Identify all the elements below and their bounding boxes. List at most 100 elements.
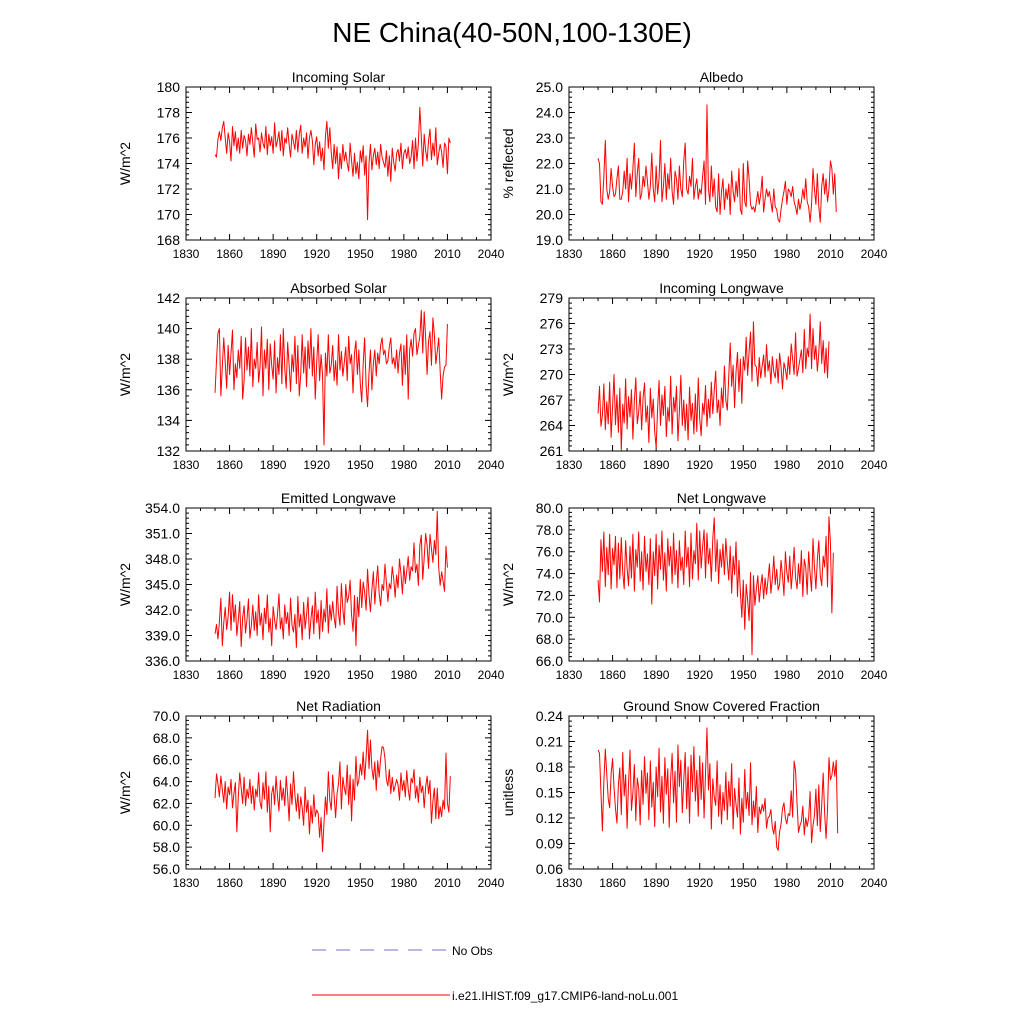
x-tick-label: 2010 <box>817 247 844 261</box>
x-tick-label: 2040 <box>478 247 505 261</box>
panel-title: Absorbed Solar <box>290 280 387 296</box>
series-line <box>214 106 451 221</box>
panel-net-longwave: Net Longwave 1830 1860 1890 1920 1950 1980 2010… <box>500 490 888 682</box>
y-axis-label: W/m^2 <box>500 353 516 396</box>
x-tick-label: 1830 <box>556 247 583 261</box>
x-tick-label: 1860 <box>599 458 626 472</box>
panel-title: Emitted Longwave <box>281 490 396 506</box>
y-axis-label: W/m^2 <box>117 563 133 606</box>
y-tick-label: 136 <box>157 382 181 398</box>
y-tick-label: 21.0 <box>536 181 563 197</box>
y-tick-label: 0.24 <box>536 708 563 724</box>
y-axis-label: % reflected <box>500 128 516 198</box>
x-tick-label: 1950 <box>730 668 757 682</box>
plot-frame <box>185 86 492 241</box>
y-tick-label: 70.0 <box>536 609 563 625</box>
y-tick-label: 68.0 <box>153 730 180 746</box>
y-tick-label: 0.15 <box>536 785 563 801</box>
y-tick-label: 178 <box>157 105 181 121</box>
y-tick-label: 80.0 <box>536 500 563 516</box>
y-axis-label: unitless <box>500 769 516 816</box>
x-tick-label: 1830 <box>173 668 200 682</box>
y-tick-label: 267 <box>540 392 564 408</box>
series-line <box>597 313 830 451</box>
x-tick-label: 1890 <box>260 876 287 890</box>
y-tick-label: 56.0 <box>153 861 180 877</box>
y-tick-label: 170 <box>157 207 181 223</box>
x-tick-label: 1950 <box>730 458 757 472</box>
y-tick-label: 66.0 <box>153 752 180 768</box>
x-tick-label: 2040 <box>861 876 888 890</box>
plot-frame <box>568 86 875 241</box>
y-tick-label: 351.0 <box>145 526 180 542</box>
y-tick-label: 261 <box>540 443 564 459</box>
legend-label-model-run: i.e21.IHIST.f09_g17.CMIP6-land-noLu.001 <box>452 989 678 1003</box>
panel-title: Incoming Longwave <box>659 280 784 296</box>
y-axis-label: W/m^2 <box>117 353 133 396</box>
y-tick-label: 138 <box>157 351 181 367</box>
x-tick-label: 1920 <box>303 876 330 890</box>
y-tick-label: 68.0 <box>536 631 563 647</box>
x-tick-label: 1920 <box>303 458 330 472</box>
y-tick-label: 62.0 <box>153 795 180 811</box>
x-tick-label: 1830 <box>556 876 583 890</box>
legend-item-model-run: i.e21.IHIST.f09_g17.CMIP6-land-noLu.001 <box>312 989 678 1003</box>
x-tick-label: 1890 <box>643 876 670 890</box>
panel-emitted-longwave: Emitted Longwave 1830 1860 1890 1920 1950 1980… <box>117 490 505 682</box>
x-tick-label: 1860 <box>216 668 243 682</box>
x-tick-label: 1890 <box>643 247 670 261</box>
y-tick-label: 70.0 <box>153 708 180 724</box>
y-tick-label: 132 <box>157 443 181 459</box>
plot-frame <box>185 715 492 870</box>
x-tick-label: 1920 <box>686 458 713 472</box>
x-tick-label: 2040 <box>478 458 505 472</box>
y-tick-label: 23.0 <box>536 130 563 146</box>
series-line <box>597 727 839 851</box>
plot-frame <box>568 507 875 662</box>
panel-ground-snow-covered-fraction: Ground Snow Covered Fraction 1830 1860 1890… <box>500 698 888 890</box>
y-tick-label: 336.0 <box>145 653 180 669</box>
x-tick-label: 1860 <box>599 876 626 890</box>
y-tick-label: 74.0 <box>536 566 563 582</box>
x-tick-label: 1950 <box>347 458 374 472</box>
legend-item-no-obs: No Obs <box>312 944 493 958</box>
y-tick-label: 19.0 <box>536 232 563 248</box>
panel-absorbed-solar: Absorbed Solar 1830 1860 1890 1920 1950 1980 20… <box>117 280 505 472</box>
x-tick-label: 1920 <box>686 668 713 682</box>
y-tick-label: 140 <box>157 321 181 337</box>
y-tick-label: 279 <box>540 290 564 306</box>
series-line <box>214 309 448 446</box>
y-tick-label: 270 <box>540 367 564 383</box>
legend-label-no-obs: No Obs <box>452 944 493 958</box>
x-tick-label: 1980 <box>774 458 801 472</box>
y-tick-label: 0.18 <box>536 759 563 775</box>
y-tick-label: 20.0 <box>536 207 563 223</box>
x-tick-label: 1980 <box>774 668 801 682</box>
y-tick-label: 172 <box>157 181 181 197</box>
y-axis-label: W/m^2 <box>117 142 133 185</box>
series-line <box>214 729 451 853</box>
y-tick-label: 354.0 <box>145 500 180 516</box>
x-tick-label: 2040 <box>861 247 888 261</box>
y-tick-label: 176 <box>157 130 181 146</box>
y-tick-label: 58.0 <box>153 839 180 855</box>
x-tick-label: 1950 <box>347 668 374 682</box>
x-tick-label: 1980 <box>774 876 801 890</box>
plot-frame <box>568 297 875 452</box>
y-tick-label: 0.06 <box>536 861 563 877</box>
x-tick-label: 1920 <box>303 247 330 261</box>
x-tick-label: 1830 <box>173 247 200 261</box>
x-tick-label: 2010 <box>817 458 844 472</box>
x-tick-label: 2010 <box>434 668 461 682</box>
panel-title: Net Radiation <box>296 698 381 714</box>
panel-net-radiation: Net Radiation 1830 1860 1890 1920 1950 1980 201… <box>117 698 505 890</box>
y-tick-label: 180 <box>157 79 181 95</box>
y-tick-label: 64.0 <box>153 774 180 790</box>
x-tick-label: 1890 <box>643 668 670 682</box>
y-tick-label: 345.0 <box>145 577 180 593</box>
series-line <box>214 510 448 648</box>
x-tick-label: 1920 <box>303 668 330 682</box>
legend: No Obs i.e21.IHIST.f09_g17.CMIP6-land-no… <box>312 944 678 1003</box>
y-tick-label: 0.21 <box>536 734 563 750</box>
panels: Incoming Solar 1830 1860 1890 1920 1950 1980 20… <box>117 69 888 890</box>
